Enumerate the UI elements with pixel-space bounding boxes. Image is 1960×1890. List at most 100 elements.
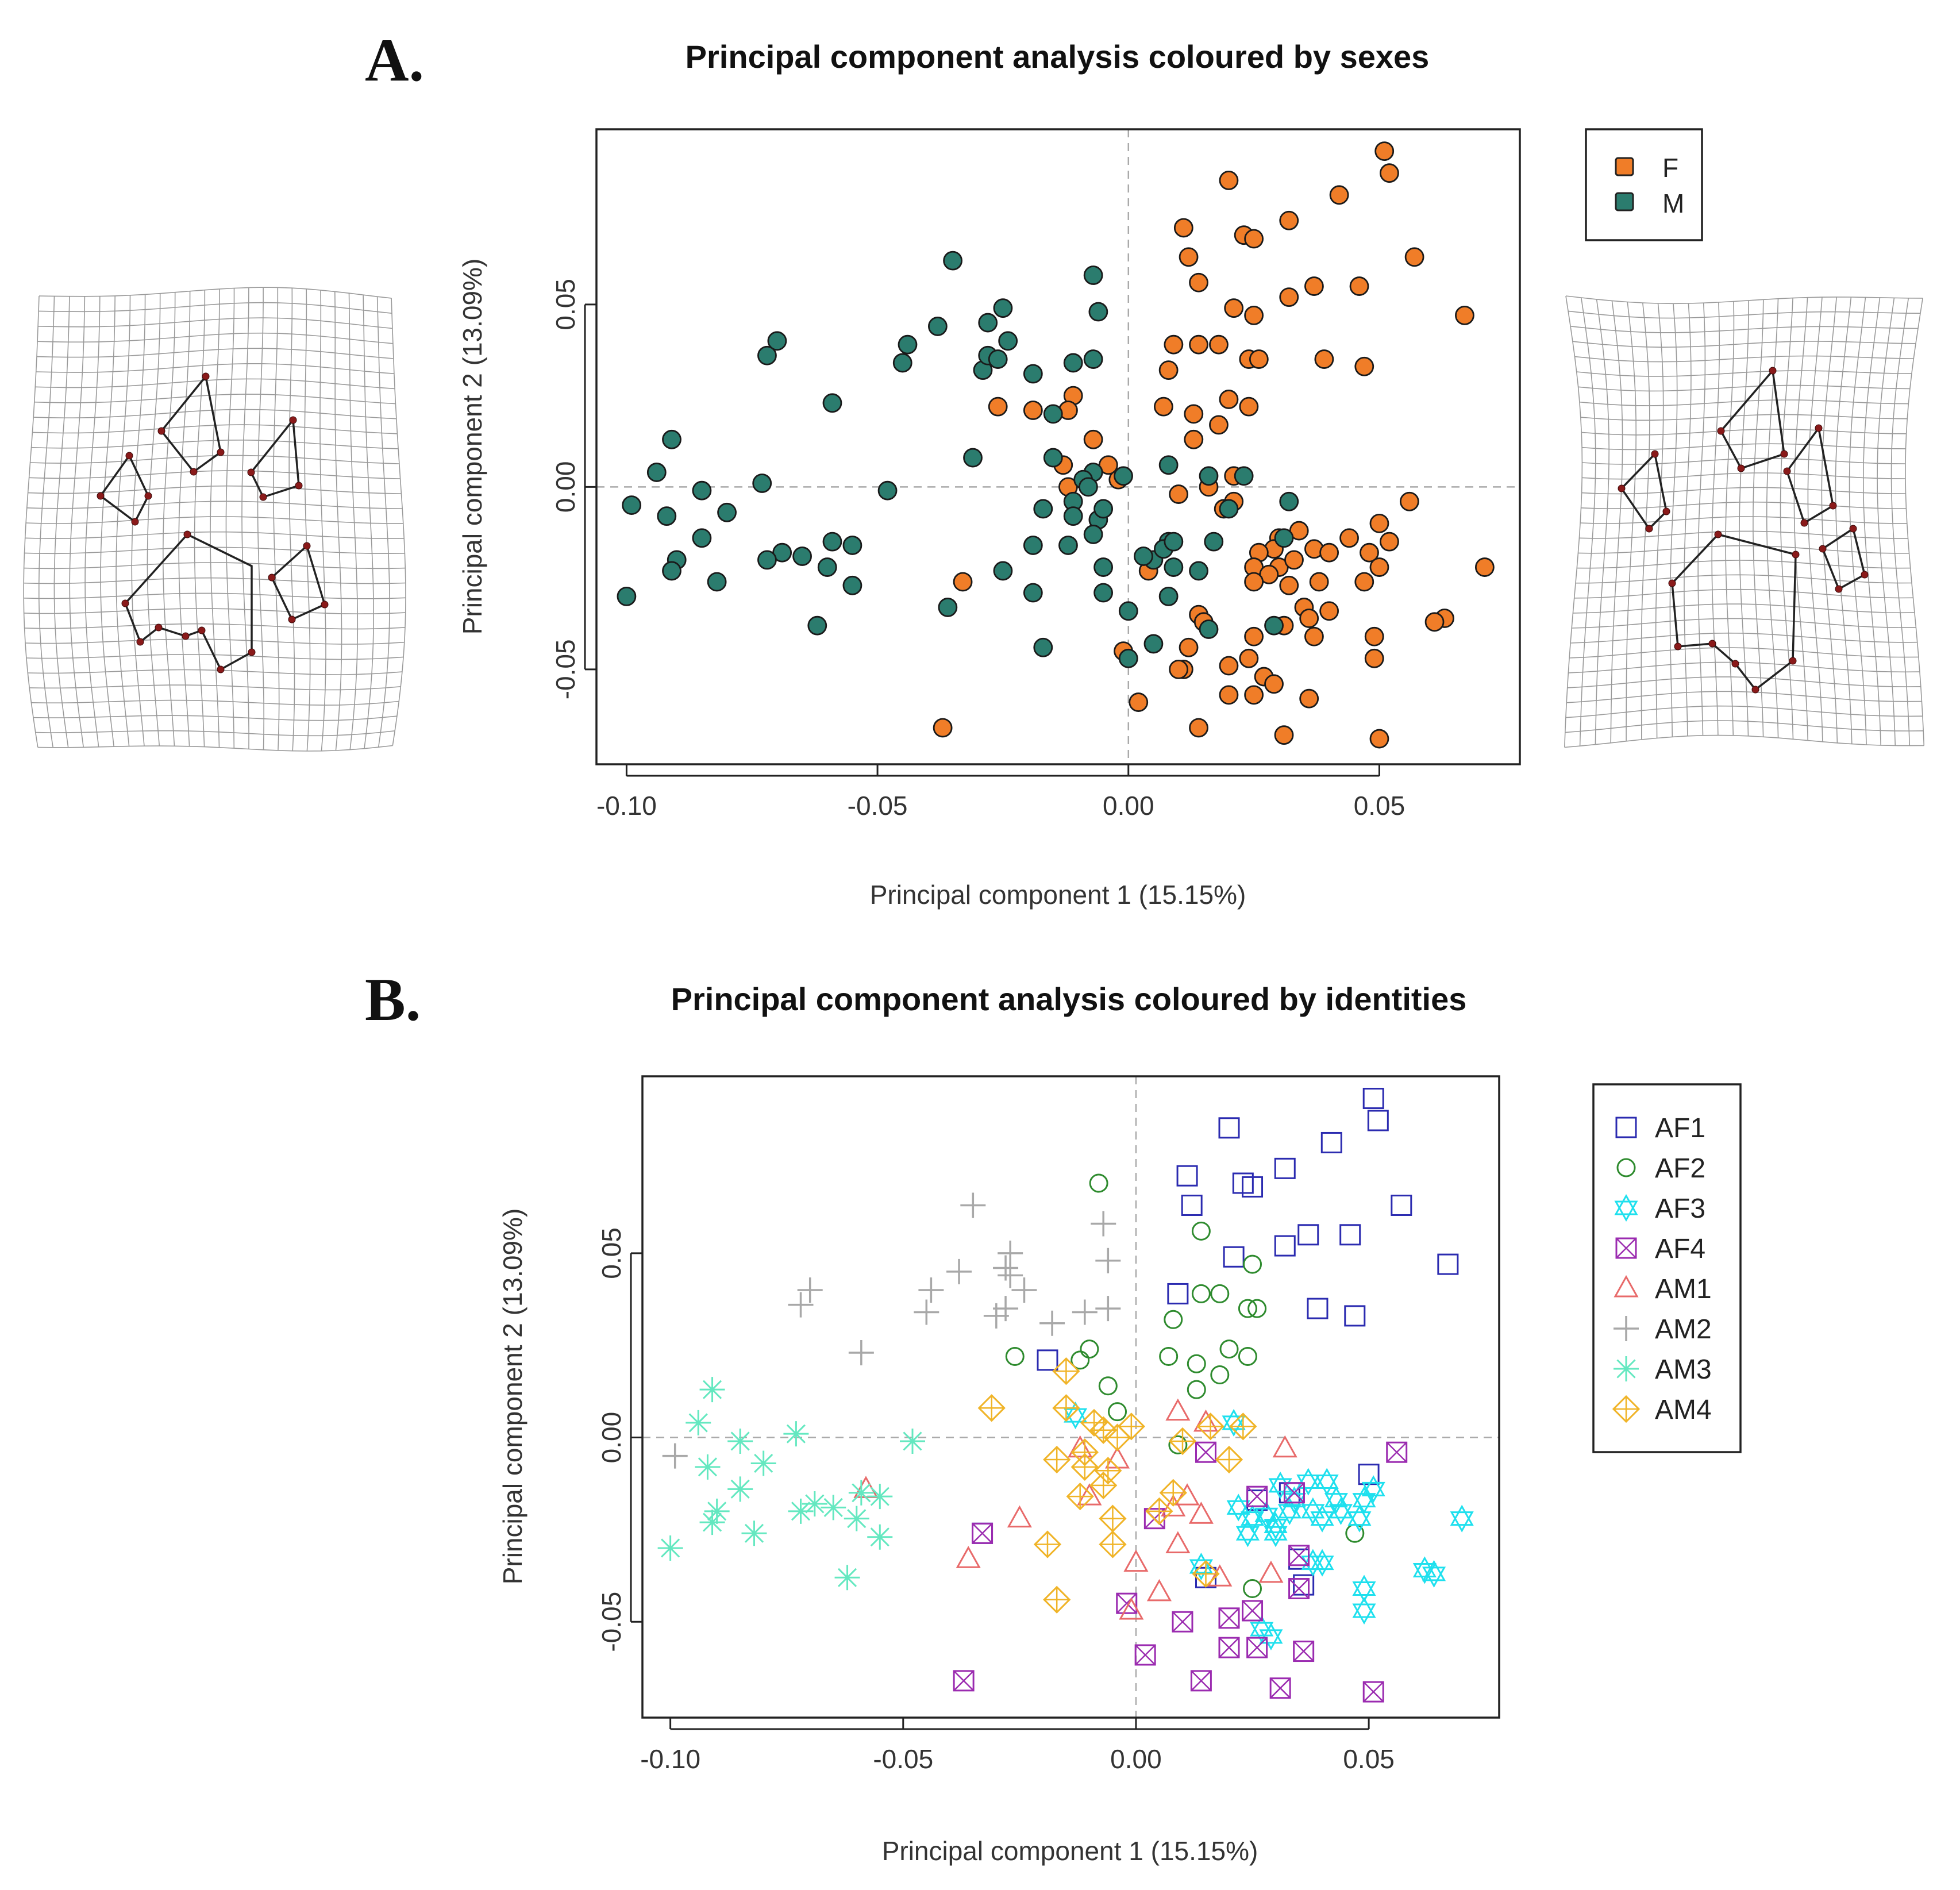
landmark-point xyxy=(1618,484,1626,492)
data-point xyxy=(1299,609,1319,628)
data-point xyxy=(797,1277,823,1303)
data-point xyxy=(1169,484,1189,504)
data-point xyxy=(1011,1277,1037,1303)
toe-outline xyxy=(1620,452,1668,530)
data-point xyxy=(1164,334,1184,355)
data-point xyxy=(1242,1600,1264,1622)
data-point xyxy=(1159,1479,1187,1507)
data-point xyxy=(692,480,712,501)
data-point xyxy=(1179,637,1199,657)
legend-swatch-f xyxy=(1615,157,1634,176)
y-tick-label: -0.05 xyxy=(550,639,580,699)
grid-line xyxy=(1626,302,1637,741)
data-point xyxy=(1167,1283,1189,1304)
data-point xyxy=(1023,401,1043,420)
marker-part xyxy=(1310,1549,1334,1570)
grid-lines-right xyxy=(1564,295,1925,748)
grid-line xyxy=(34,394,396,405)
data-point xyxy=(1244,626,1264,646)
data-point xyxy=(1207,1564,1233,1587)
landmark-point xyxy=(1783,467,1791,475)
data-point xyxy=(1007,1505,1032,1528)
landmark-point xyxy=(182,632,190,640)
marker-part xyxy=(1135,1645,1156,1665)
marker-part xyxy=(1118,1414,1144,1439)
data-point xyxy=(1234,466,1254,486)
landmark-point xyxy=(303,542,311,550)
data-point xyxy=(998,331,1018,351)
data-point xyxy=(899,1428,925,1454)
data-point xyxy=(1296,1468,1320,1496)
data-point xyxy=(1184,429,1204,449)
legend-item-af2: AF2 xyxy=(1616,1153,1705,1184)
grid-line xyxy=(115,295,131,746)
data-point xyxy=(1083,429,1103,449)
marker-part xyxy=(1034,1531,1060,1557)
data-point xyxy=(1143,634,1164,654)
data-point xyxy=(1360,542,1379,563)
data-point xyxy=(1043,1445,1071,1474)
data-point xyxy=(1369,557,1389,577)
marker-part xyxy=(1269,1677,1291,1699)
data-point xyxy=(1023,583,1043,603)
data-point xyxy=(1079,477,1098,497)
data-point xyxy=(1168,1435,1188,1454)
marker-part xyxy=(1412,1562,1437,1584)
data-point xyxy=(1279,287,1299,307)
data-point xyxy=(1192,1560,1220,1588)
grid-line xyxy=(24,562,406,569)
marker-part xyxy=(1277,1497,1301,1519)
grid-line xyxy=(1572,618,1916,629)
scatter-plot-sexes: -0.10 -0.05 0.00 0.05 -0.05 0.00 0.05 xyxy=(550,129,1520,821)
landmark-point xyxy=(217,665,225,673)
landmark-point xyxy=(1708,640,1716,648)
grid-line xyxy=(178,291,191,746)
data-point xyxy=(892,353,912,373)
data-point xyxy=(1095,1296,1121,1322)
data-point xyxy=(988,349,1008,369)
marker-part xyxy=(1352,1596,1376,1618)
marker-part xyxy=(1450,1511,1474,1533)
marker-part xyxy=(1293,1641,1315,1662)
scatter-plot-identities: -0.10 -0.05 0.00 0.05 -0.05 0.00 0.05 xyxy=(596,1076,1499,1774)
grid-line xyxy=(1574,588,1913,599)
data-point xyxy=(1362,1087,1384,1109)
landmark-point xyxy=(1792,551,1800,559)
data-point xyxy=(943,251,962,271)
data-point xyxy=(978,313,998,333)
grid-line xyxy=(1572,341,1916,348)
data-point xyxy=(1274,1235,1296,1257)
data-point xyxy=(1066,1483,1094,1511)
landmark-point xyxy=(202,372,210,380)
data-point xyxy=(1244,685,1264,705)
landmark-point xyxy=(295,482,303,490)
data-point xyxy=(1352,1596,1376,1625)
marker-part xyxy=(1270,1677,1291,1699)
data-point xyxy=(988,397,1008,417)
grid-line xyxy=(1579,297,1596,746)
marker-part xyxy=(1072,1454,1098,1480)
marker-part xyxy=(1216,1447,1242,1473)
marker-part xyxy=(1095,1458,1121,1484)
data-point xyxy=(993,298,1013,318)
data-point xyxy=(1258,1560,1284,1583)
panel-b-title: Principal component analysis coloured by… xyxy=(671,981,1467,1017)
data-point xyxy=(657,1535,683,1561)
data-point xyxy=(750,1450,776,1476)
data-point xyxy=(686,1410,711,1435)
data-point xyxy=(757,345,777,365)
data-point xyxy=(1218,1637,1240,1658)
marker-part xyxy=(1352,1575,1376,1596)
grid-line xyxy=(1565,720,1924,733)
marker-part xyxy=(1310,1504,1334,1526)
marker-part xyxy=(1277,1504,1301,1525)
marker-part xyxy=(1450,1504,1474,1526)
data-point xyxy=(1399,491,1419,511)
data-point xyxy=(699,1510,725,1535)
data-point xyxy=(1614,1275,1639,1298)
data-point xyxy=(842,536,862,555)
data-point xyxy=(1274,1157,1296,1179)
data-point xyxy=(1349,276,1369,296)
data-point xyxy=(657,506,677,526)
